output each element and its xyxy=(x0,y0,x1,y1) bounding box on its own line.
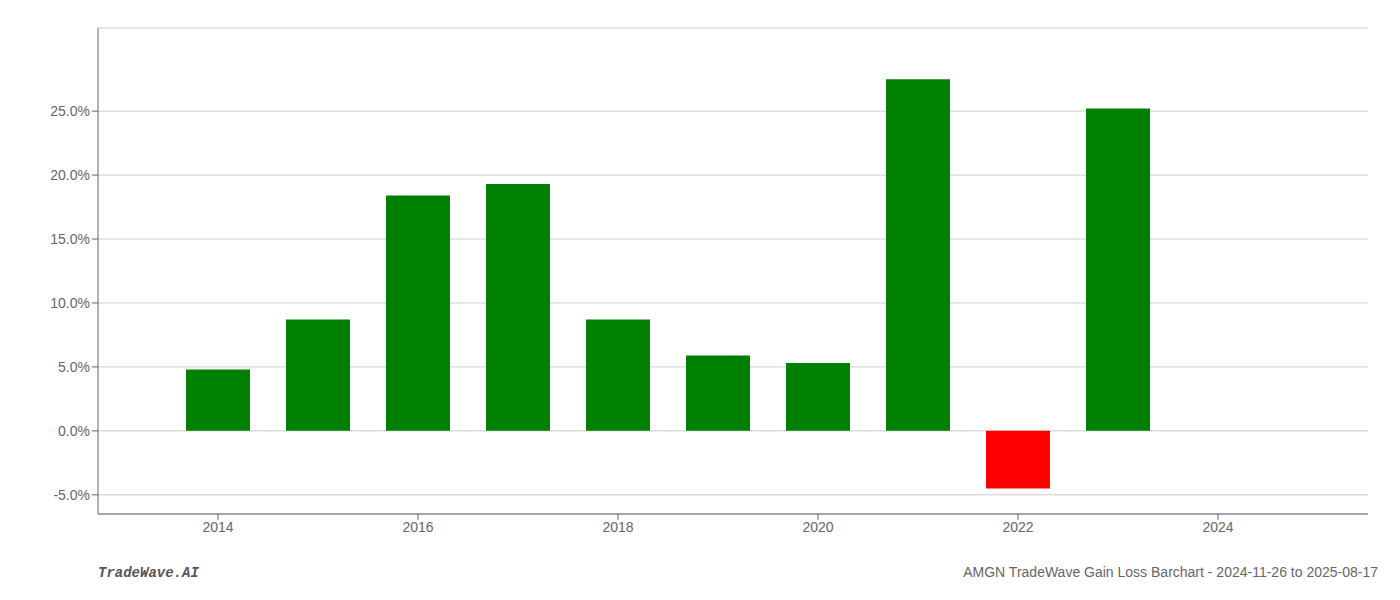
svg-text:2022: 2022 xyxy=(1002,519,1033,535)
html-text:TradeWave.AI: TradeWave.AI xyxy=(98,565,199,581)
svg-text:5.0%: 5.0% xyxy=(58,359,90,375)
svg-text:2018: 2018 xyxy=(602,519,633,535)
svg-text:2020: 2020 xyxy=(802,519,833,535)
svg-text:25.0%: 25.0% xyxy=(50,103,90,119)
svg-text:20.0%: 20.0% xyxy=(50,167,90,183)
svg-text:2024: 2024 xyxy=(1202,519,1233,535)
svg-text:0.0%: 0.0% xyxy=(58,423,90,439)
svg-text:-5.0%: -5.0% xyxy=(53,487,90,503)
html-text:AMGN TradeWave Gain Loss Barch: AMGN TradeWave Gain Loss Barchart - 2024… xyxy=(963,564,1378,580)
svg-text:10.0%: 10.0% xyxy=(50,295,90,311)
svg-text:15.0%: 15.0% xyxy=(50,231,90,247)
svg-text:2014: 2014 xyxy=(202,519,233,535)
svg-text:2016: 2016 xyxy=(402,519,433,535)
